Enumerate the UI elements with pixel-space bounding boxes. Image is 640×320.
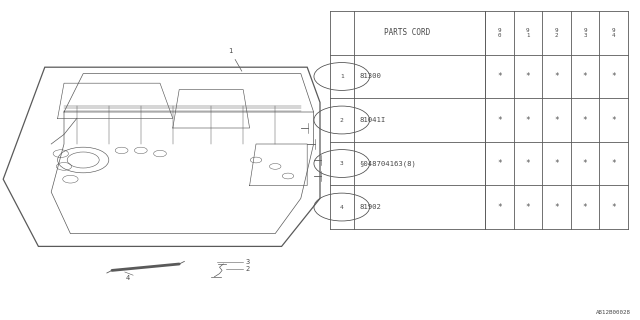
Text: 81300: 81300 [359, 74, 381, 79]
Text: *: * [497, 203, 502, 212]
Text: *: * [582, 159, 588, 168]
Text: *: * [497, 72, 502, 81]
Text: 81041I: 81041I [359, 117, 385, 123]
Text: 9
1: 9 1 [526, 28, 529, 38]
Text: *: * [554, 116, 559, 124]
Text: 9
0: 9 0 [497, 28, 501, 38]
Text: *: * [497, 116, 502, 124]
Text: 3: 3 [340, 161, 344, 166]
Text: *: * [582, 203, 588, 212]
Text: 9
4: 9 4 [612, 28, 615, 38]
Text: 2: 2 [340, 117, 344, 123]
Text: *: * [554, 72, 559, 81]
Text: 9
2: 9 2 [555, 28, 558, 38]
Text: §048704163(8): §048704163(8) [359, 160, 416, 167]
Text: 3: 3 [245, 259, 250, 265]
Text: *: * [611, 159, 616, 168]
Text: *: * [525, 203, 530, 212]
Text: *: * [582, 72, 588, 81]
Text: *: * [525, 159, 530, 168]
Text: *: * [525, 72, 530, 81]
Text: A812B00028: A812B00028 [595, 310, 630, 315]
Text: 81902: 81902 [359, 204, 381, 210]
Text: *: * [525, 116, 530, 124]
Text: *: * [554, 159, 559, 168]
Text: 1: 1 [340, 74, 344, 79]
Text: *: * [611, 116, 616, 124]
Text: *: * [611, 203, 616, 212]
Text: 1: 1 [228, 48, 242, 71]
Text: 9
3: 9 3 [583, 28, 587, 38]
Text: 4: 4 [126, 276, 130, 281]
Text: 2: 2 [245, 266, 250, 272]
Text: *: * [497, 159, 502, 168]
Text: PARTS CORD: PARTS CORD [384, 28, 430, 37]
Text: *: * [582, 116, 588, 124]
Text: 4: 4 [340, 204, 344, 210]
Text: *: * [554, 203, 559, 212]
Text: *: * [611, 72, 616, 81]
